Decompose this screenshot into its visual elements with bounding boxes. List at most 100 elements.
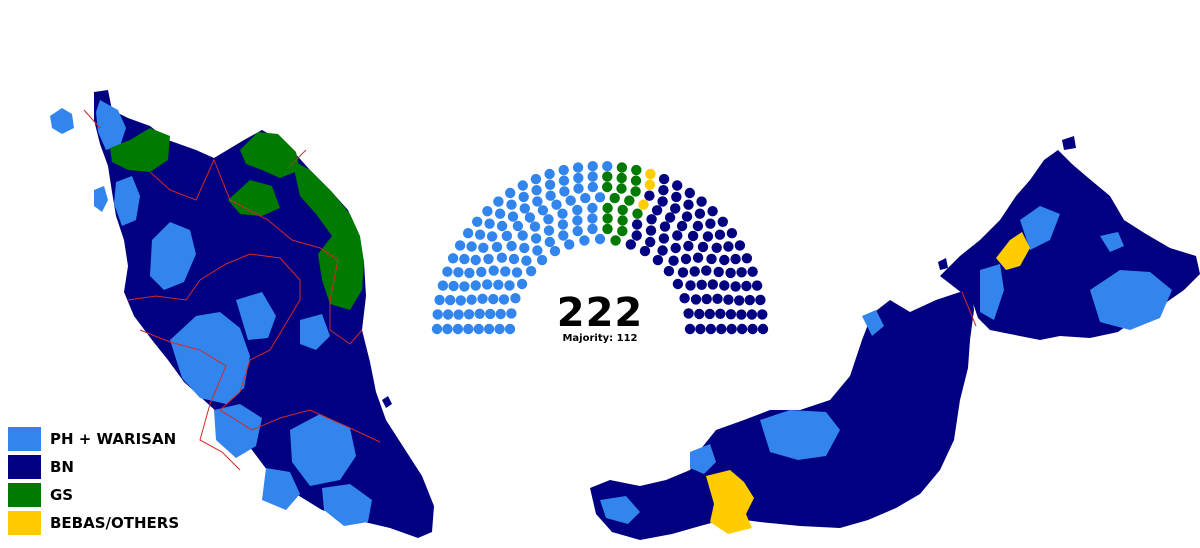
seat-dot: [544, 236, 555, 248]
peninsular-malaysia: [50, 90, 434, 538]
thai-border-line: [83, 109, 101, 129]
seat-dot: [506, 199, 517, 210]
seat-dot: [694, 308, 705, 320]
seat-dot: [747, 323, 758, 335]
seat-dot: [681, 211, 693, 222]
seat-dot: [725, 267, 736, 279]
seat-dot: [506, 240, 517, 252]
seat-dot: [442, 323, 453, 335]
seat-dot: [684, 323, 696, 335]
legend-item-ph-warisan: PH + WARISAN: [8, 425, 179, 453]
seat-dot: [530, 173, 542, 185]
seat-dot: [495, 308, 506, 320]
seat-dot: [587, 202, 598, 214]
seat-dot: [494, 323, 505, 335]
seat-dot: [645, 168, 656, 180]
seat-dot: [445, 294, 456, 306]
legend: PH + WARISAN BN GS BEBAS/OTHERS: [8, 425, 179, 537]
seat-dot: [714, 229, 726, 240]
seat-dot: [684, 187, 695, 199]
seat-dot: [488, 293, 499, 305]
seat-dot: [616, 183, 627, 194]
seat-dot: [463, 309, 475, 320]
seat-dot: [644, 179, 656, 190]
seat-dot: [580, 192, 591, 204]
seat-dot: [701, 265, 712, 276]
seat-dot: [726, 228, 738, 239]
seat-dot: [432, 309, 443, 320]
legend-label-bn: BN: [50, 458, 74, 476]
sabah-others-area: [996, 232, 1030, 270]
seat-dot: [558, 164, 569, 176]
seat-dot: [473, 323, 484, 335]
seat-dot: [466, 294, 477, 305]
seat-dot: [716, 323, 727, 335]
seat-dot: [488, 265, 499, 276]
seat-dot: [696, 196, 707, 207]
seat-dot: [564, 239, 575, 250]
seat-dot: [644, 190, 655, 201]
seat-dot: [482, 279, 493, 290]
seat-dot: [697, 241, 709, 253]
seat-dot: [459, 281, 470, 292]
seat-dot: [747, 266, 758, 277]
seat-dot: [723, 294, 734, 305]
seat-dot: [504, 280, 515, 291]
seat-dot: [657, 245, 668, 256]
seat-dot: [736, 323, 748, 335]
total-seats: 222: [556, 290, 644, 336]
banggi-island: [1062, 136, 1076, 150]
sarawak-others-area: [706, 470, 754, 534]
seat-dot: [474, 229, 486, 240]
seat-dot: [587, 171, 598, 182]
legend-swatch-bn: [8, 455, 41, 479]
seat-dot: [531, 185, 542, 196]
seat-dot: [707, 206, 718, 217]
seat-dot: [672, 180, 683, 191]
seat-dot: [470, 254, 481, 266]
seat-dot: [711, 242, 722, 253]
seat-dot: [695, 323, 706, 335]
kuching-ph-area: [600, 496, 640, 524]
johor-ph-area: [290, 414, 356, 486]
state-borders-peninsular-3: [139, 329, 241, 471]
seat-dot: [602, 171, 613, 182]
seat-dot: [485, 308, 496, 320]
seat-dot: [565, 195, 576, 206]
seat-dot: [573, 183, 584, 194]
seat-dot: [625, 239, 636, 250]
seat-dot: [572, 215, 583, 226]
negeri-ph-area: [236, 292, 276, 340]
seat-dot: [704, 308, 715, 320]
seat-dot: [500, 266, 511, 277]
seat-dot: [524, 212, 536, 223]
seat-dot: [701, 293, 712, 305]
seat-dot: [707, 279, 718, 290]
seat-dot: [464, 267, 475, 279]
seat-dot: [519, 203, 530, 214]
seat-dot: [602, 223, 613, 235]
seat-dot: [741, 280, 752, 292]
seat-dot: [630, 186, 641, 197]
seat-dot: [544, 168, 555, 180]
seat-dot: [517, 230, 528, 241]
seat-dot: [664, 212, 676, 223]
legend-swatch-others: [8, 511, 41, 535]
seat-dot: [755, 294, 766, 306]
seat-dot: [572, 225, 583, 237]
seat-dot: [466, 241, 477, 252]
seat-dot: [685, 280, 696, 291]
seat-dot: [616, 162, 628, 173]
kedah-gs-area: [110, 128, 170, 172]
seat-dot: [679, 293, 690, 304]
seat-dot: [638, 199, 649, 210]
seat-dot: [587, 223, 598, 235]
seat-dot: [657, 196, 668, 207]
seat-dot: [507, 211, 519, 222]
seat-dot: [712, 293, 723, 304]
seat-dot: [536, 254, 548, 266]
seat-dot: [454, 240, 466, 251]
seat-dot: [493, 196, 504, 207]
legend-item-gs: GS: [8, 481, 179, 509]
legend-label-ph-warisan: PH + WARISAN: [50, 430, 177, 448]
